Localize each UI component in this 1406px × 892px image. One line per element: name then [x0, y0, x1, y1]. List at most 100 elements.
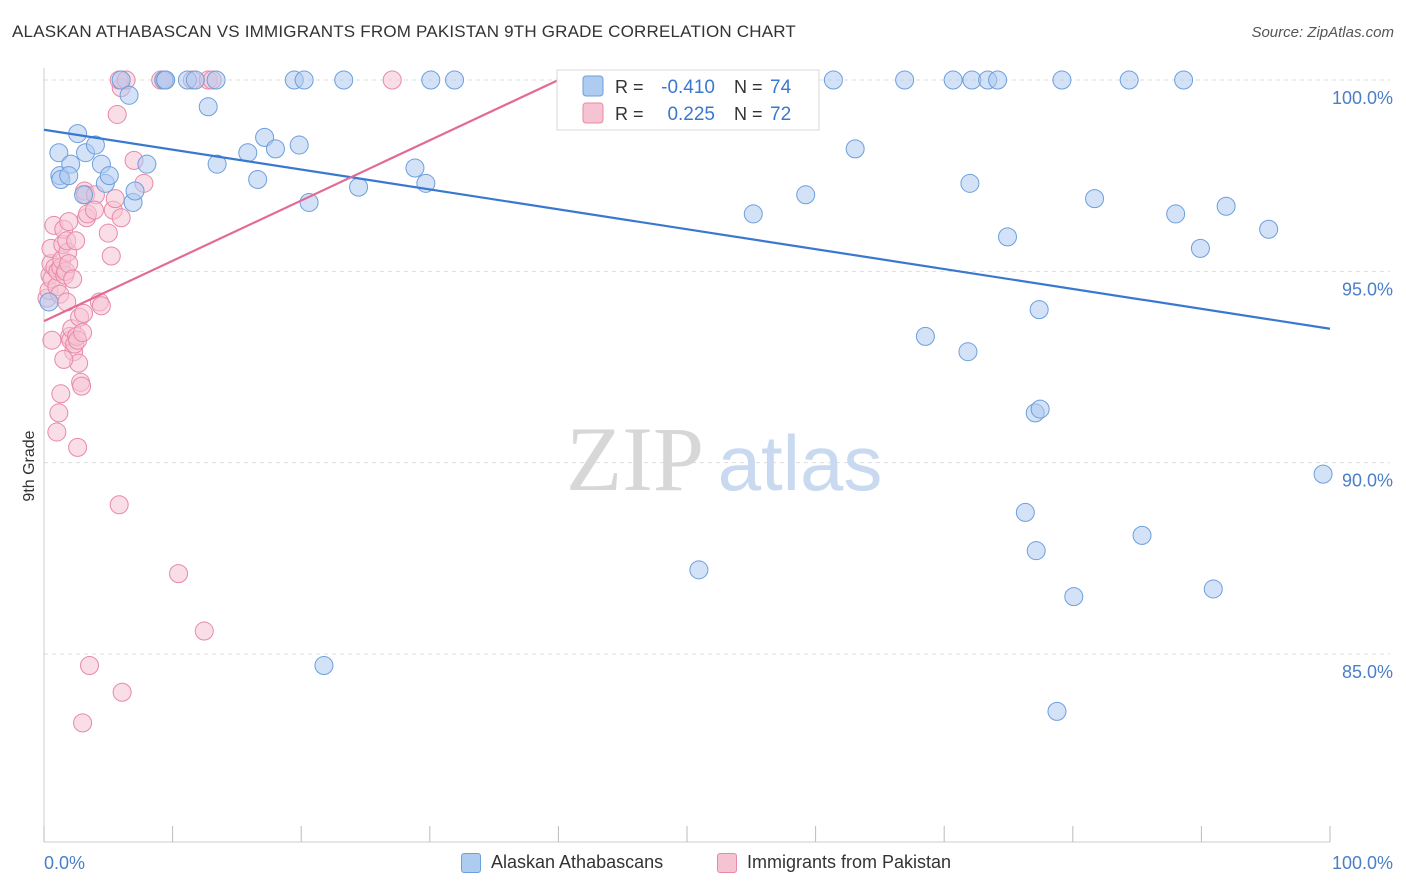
point-pink-73 — [382, 70, 402, 90]
point-blue-25 — [238, 143, 258, 163]
x-tick-label-1: 100.0% — [1332, 853, 1393, 873]
point-blue-58 — [1026, 541, 1046, 561]
watermark-zip: ZIP — [566, 408, 704, 510]
point-blue-33 — [334, 70, 354, 90]
y-tick-label-0: 100.0% — [1332, 88, 1393, 108]
point-blue-30 — [294, 70, 314, 90]
point-blue-47 — [845, 139, 865, 159]
point-blue-70 — [1190, 238, 1210, 258]
point-blue-48 — [895, 70, 915, 90]
trend-lines — [43, 79, 1331, 330]
legend-r-label-1: R = — [615, 77, 644, 97]
legend-r-value-2: 0.225 — [667, 104, 715, 125]
point-pink-69 — [80, 655, 100, 675]
legend-swatch-blue — [582, 75, 604, 97]
point-blue-65 — [1085, 189, 1105, 209]
chart-title: ALASKAN ATHABASCAN VS IMMIGRANTS FROM PA… — [12, 22, 797, 41]
source-label: Source: ZipAtlas.com — [1251, 24, 1394, 41]
point-pink-40 — [59, 212, 79, 232]
legend-n-value-1: 74 — [770, 77, 792, 98]
point-blue-40 — [689, 560, 709, 580]
point-blue-13 — [111, 70, 131, 90]
point-blue-74 — [1313, 464, 1333, 484]
point-blue-64 — [1064, 587, 1084, 607]
point-pink-42 — [51, 384, 71, 404]
point-blue-9 — [85, 135, 105, 155]
point-blue-31 — [289, 135, 309, 155]
point-pink-64 — [169, 564, 189, 584]
point-pink-68 — [194, 621, 214, 641]
point-blue-49 — [915, 326, 935, 346]
point-blue-14 — [119, 85, 139, 105]
point-blue-24 — [207, 154, 227, 174]
legend-r-value-1: -0.410 — [661, 77, 715, 98]
point-blue-22 — [198, 97, 218, 117]
point-blue-28 — [265, 139, 285, 159]
point-blue-71 — [1203, 579, 1223, 599]
point-blue-45 — [796, 185, 816, 205]
point-pink-50 — [91, 296, 111, 316]
legend-swatch-pink — [582, 102, 604, 124]
point-blue-69 — [1174, 70, 1194, 90]
point-pink-6 — [42, 330, 62, 350]
y-tick-label-3: 85.0% — [1342, 662, 1393, 682]
point-blue-42 — [743, 204, 763, 224]
point-blue-38 — [445, 70, 465, 90]
point-blue-50 — [943, 70, 963, 90]
trend-line-pink — [43, 79, 559, 323]
point-pink-44 — [47, 422, 67, 442]
legend-box: R = -0.410 N = 74 R = 0.225 N = 72 — [556, 69, 820, 131]
legend-n-label-1: N = — [734, 77, 763, 97]
point-pink-34 — [74, 303, 94, 323]
x-tick-label-0: 0.0% — [44, 853, 85, 873]
point-blue-61 — [1029, 300, 1049, 320]
point-pink-72 — [112, 682, 132, 702]
point-blue-53 — [960, 173, 980, 193]
point-blue-23 — [206, 70, 226, 90]
point-blue-67 — [1132, 525, 1152, 545]
point-pink-46 — [68, 437, 88, 457]
point-blue-57 — [1015, 502, 1035, 522]
point-blue-35 — [405, 158, 425, 178]
point-blue-72 — [1216, 196, 1236, 216]
point-blue-1 — [49, 143, 69, 163]
point-pink-55 — [111, 208, 131, 228]
point-pink-48 — [84, 200, 104, 220]
point-blue-8 — [74, 185, 94, 205]
point-blue-73 — [1259, 219, 1279, 239]
legend-n-label-2: N = — [734, 104, 763, 124]
point-blue-21 — [185, 70, 205, 90]
bottom-legend-item-athabascan: Alaskan Athabascans — [461, 852, 663, 873]
point-pink-54 — [105, 189, 125, 209]
legend-r-label-2: R = — [615, 104, 644, 124]
point-blue-51 — [958, 342, 978, 362]
point-blue-19 — [156, 70, 176, 90]
axes — [43, 68, 1331, 843]
trend-line-blue — [43, 128, 1331, 330]
bottom-legend-label-athabascan: Alaskan Athabascans — [491, 852, 664, 872]
watermark-atlas: atlas — [718, 419, 883, 507]
point-pink-70 — [73, 713, 93, 733]
point-pink-56 — [107, 104, 127, 124]
bottom-legend-label-pakistan: Immigrants from Pakistan — [747, 852, 952, 872]
legend-n-value-2: 72 — [770, 104, 791, 125]
bottom-legend: Alaskan Athabascans Immigrants from Paki… — [0, 852, 1406, 878]
point-blue-68 — [1166, 204, 1186, 224]
bottom-legend-swatch-blue — [461, 852, 481, 873]
point-blue-37 — [421, 70, 441, 90]
point-pink-71 — [109, 495, 129, 515]
point-blue-16 — [125, 181, 145, 201]
point-pink-41 — [66, 231, 86, 251]
point-blue-17 — [137, 154, 157, 174]
point-blue-0 — [39, 292, 59, 312]
bottom-legend-swatch-pink — [717, 852, 737, 873]
bottom-legend-item-pakistan: Immigrants from Pakistan — [717, 852, 951, 873]
point-blue-26 — [248, 169, 268, 189]
point-pink-24 — [63, 269, 83, 289]
y-tick-label-1: 95.0% — [1342, 279, 1393, 299]
point-pink-45 — [54, 349, 74, 369]
point-blue-60 — [1030, 399, 1050, 419]
grid-lines — [44, 79, 1390, 655]
point-blue-62 — [1052, 70, 1072, 90]
